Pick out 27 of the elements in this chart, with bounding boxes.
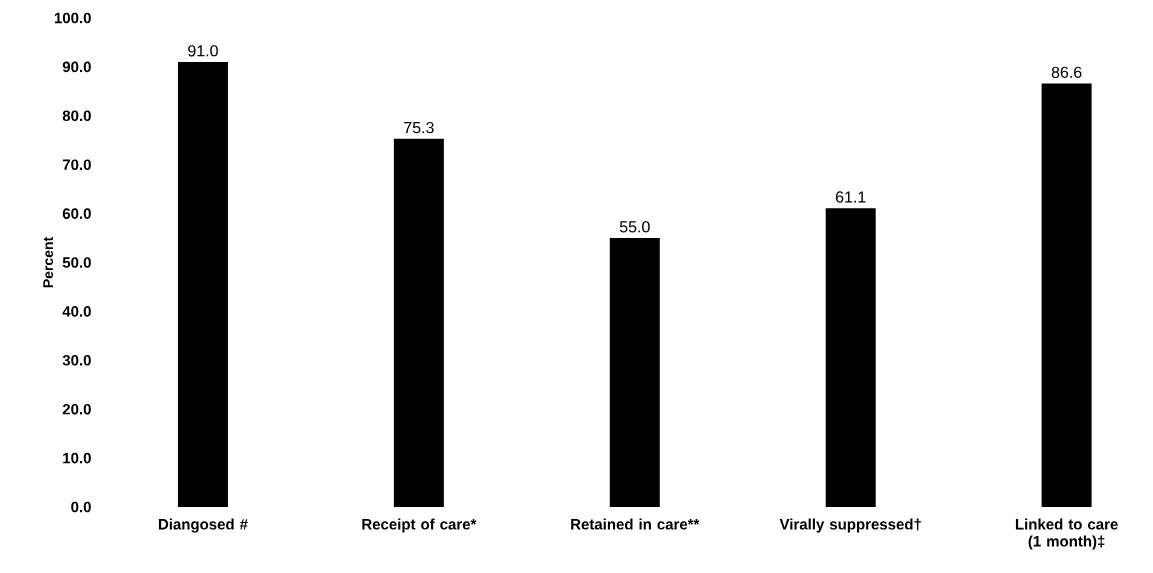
- y-tick-label: 80.0: [62, 110, 91, 122]
- y-tick-label: 30.0: [62, 354, 91, 366]
- y-tick-label: 0.0: [71, 501, 91, 513]
- bar: [1041, 83, 1092, 507]
- data-label: 55.0: [619, 221, 650, 233]
- bar: [393, 138, 444, 507]
- y-tick-label: 70.0: [62, 159, 91, 170]
- y-tick-label: 10.0: [63, 452, 91, 464]
- data-label: 61.1: [835, 191, 866, 203]
- bar: [825, 208, 876, 507]
- y-axis-title: Percent: [43, 237, 54, 288]
- data-label: 86.6: [1051, 66, 1082, 78]
- y-tick-label: 20.0: [62, 403, 91, 415]
- x-tick-label: Diangosed #: [158, 518, 248, 533]
- y-tick-label: 50.0: [62, 257, 91, 268]
- bar: [609, 238, 660, 507]
- data-label: 75.3: [404, 121, 434, 134]
- data-label: 91.0: [188, 45, 218, 57]
- x-tick-label: Retained in care**: [571, 518, 700, 530]
- y-tick-label: 60.0: [62, 208, 91, 219]
- x-tick-label: Receipt of care*: [362, 518, 477, 533]
- x-tick-label: Virally suppressed†: [779, 518, 921, 533]
- bar: [177, 62, 228, 507]
- y-tick-label: 40.0: [62, 306, 91, 317]
- y-tick-label: 90.0: [62, 61, 91, 73]
- y-tick-label: 100.0: [54, 12, 91, 24]
- x-tick-label: Linked to care (1 month)‡: [1015, 518, 1118, 550]
